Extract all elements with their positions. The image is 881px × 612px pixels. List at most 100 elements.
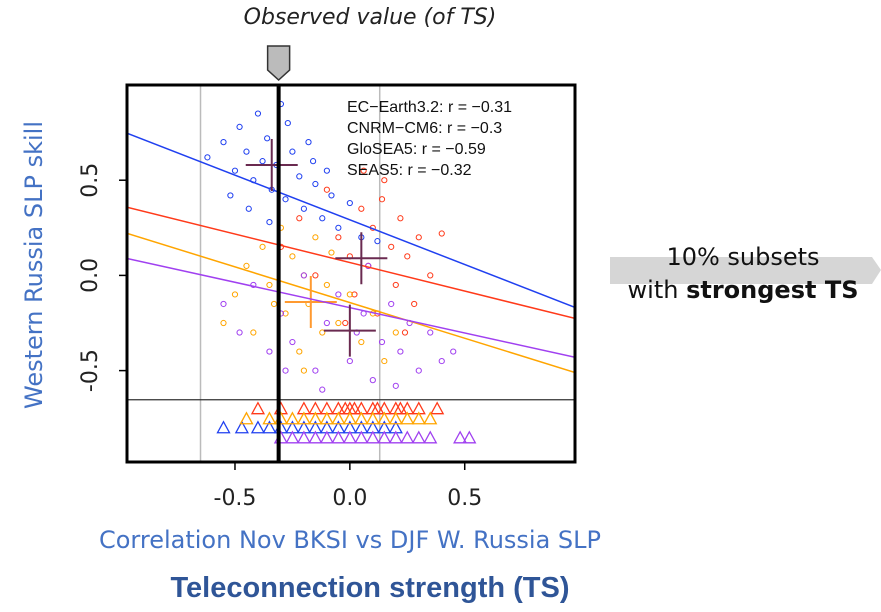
x-tick-label: 0.5 bbox=[447, 486, 482, 511]
point bbox=[360, 167, 367, 174]
subset-triangle bbox=[411, 430, 426, 444]
arrow-shape bbox=[610, 257, 881, 284]
point bbox=[335, 291, 342, 298]
point bbox=[259, 243, 266, 250]
point bbox=[351, 291, 358, 298]
subset-triangle bbox=[250, 420, 266, 434]
point bbox=[358, 338, 365, 346]
subset-triangle bbox=[354, 411, 369, 425]
y-tick-label: 0.5 bbox=[78, 163, 103, 198]
point bbox=[378, 196, 386, 203]
point bbox=[220, 300, 227, 308]
subset-triangle bbox=[262, 411, 277, 425]
point bbox=[312, 367, 319, 374]
legend-entry: GloSEA5: r = −0.59 bbox=[347, 141, 486, 158]
point bbox=[335, 224, 342, 231]
point bbox=[415, 367, 422, 374]
y-tick-label: -0.5 bbox=[78, 349, 103, 392]
subset-triangle bbox=[308, 411, 323, 425]
point bbox=[381, 177, 388, 184]
subset-triangle bbox=[377, 430, 392, 444]
point bbox=[392, 382, 399, 389]
fit-line bbox=[127, 206, 575, 320]
subset-triangle bbox=[388, 430, 403, 444]
subset-triangle bbox=[388, 411, 403, 425]
point bbox=[312, 180, 319, 188]
x-tick-label: 0.0 bbox=[332, 486, 367, 511]
point bbox=[323, 167, 330, 174]
point bbox=[427, 329, 434, 336]
point bbox=[236, 123, 243, 130]
subset-triangle bbox=[347, 401, 362, 415]
point bbox=[289, 253, 296, 260]
point bbox=[323, 319, 330, 327]
subset-triangle bbox=[411, 411, 426, 425]
point bbox=[358, 205, 365, 212]
point bbox=[381, 357, 388, 365]
point bbox=[204, 154, 211, 161]
point bbox=[296, 348, 303, 355]
point bbox=[323, 186, 330, 193]
subset-triangle bbox=[331, 430, 346, 444]
annotation: Observed value (of TS) bbox=[244, 5, 497, 30]
point bbox=[346, 199, 353, 207]
subset-triangle bbox=[331, 411, 346, 425]
x-axis-label: Correlation Nov BKSI vs DJF W. Russia SL… bbox=[99, 526, 601, 554]
point bbox=[305, 139, 312, 146]
subset-triangle bbox=[423, 430, 438, 444]
point bbox=[243, 148, 250, 155]
subset-triangle bbox=[296, 430, 311, 444]
subset-triangle bbox=[308, 430, 323, 444]
subset-triangle bbox=[285, 411, 300, 425]
fit-line bbox=[127, 132, 575, 309]
point bbox=[266, 348, 273, 355]
point bbox=[289, 338, 296, 346]
subset-triangle bbox=[370, 401, 385, 415]
point bbox=[254, 110, 262, 117]
point bbox=[220, 139, 227, 146]
observed-pointer bbox=[266, 45, 291, 82]
point bbox=[312, 234, 319, 241]
point bbox=[312, 272, 319, 279]
point bbox=[231, 291, 239, 298]
point bbox=[227, 192, 234, 199]
subset-triangle bbox=[453, 430, 468, 444]
subset-triangle bbox=[319, 411, 334, 425]
plot-area bbox=[127, 85, 575, 462]
subset-triangle bbox=[423, 411, 438, 425]
point bbox=[328, 192, 335, 199]
point bbox=[282, 310, 289, 317]
point bbox=[282, 367, 289, 374]
subset-note-prefix: with bbox=[628, 276, 679, 304]
point bbox=[220, 319, 227, 327]
point bbox=[438, 357, 445, 365]
subset-triangle bbox=[377, 411, 392, 425]
point bbox=[282, 196, 289, 203]
subset-note: 10% subsets bbox=[666, 243, 819, 271]
mean-cross bbox=[335, 232, 388, 285]
subset-triangle bbox=[285, 430, 300, 444]
point bbox=[236, 329, 243, 336]
point bbox=[378, 338, 386, 346]
point bbox=[289, 148, 296, 155]
point bbox=[296, 173, 303, 180]
subset-note-line2: with strongest TS bbox=[628, 276, 859, 304]
subset-triangle bbox=[262, 420, 277, 434]
point bbox=[388, 300, 395, 308]
point bbox=[245, 205, 252, 212]
fit-line bbox=[127, 232, 575, 374]
point bbox=[300, 205, 308, 212]
legend-entry: SEAS5: r = −0.32 bbox=[347, 162, 472, 179]
point bbox=[319, 386, 326, 393]
point bbox=[335, 234, 342, 241]
point bbox=[319, 329, 326, 336]
x-tick-label: -0.5 bbox=[214, 486, 257, 511]
point bbox=[328, 249, 335, 256]
point bbox=[346, 357, 353, 365]
point bbox=[319, 215, 326, 222]
point bbox=[438, 230, 445, 237]
point bbox=[346, 291, 353, 298]
subset-triangle bbox=[393, 401, 408, 415]
